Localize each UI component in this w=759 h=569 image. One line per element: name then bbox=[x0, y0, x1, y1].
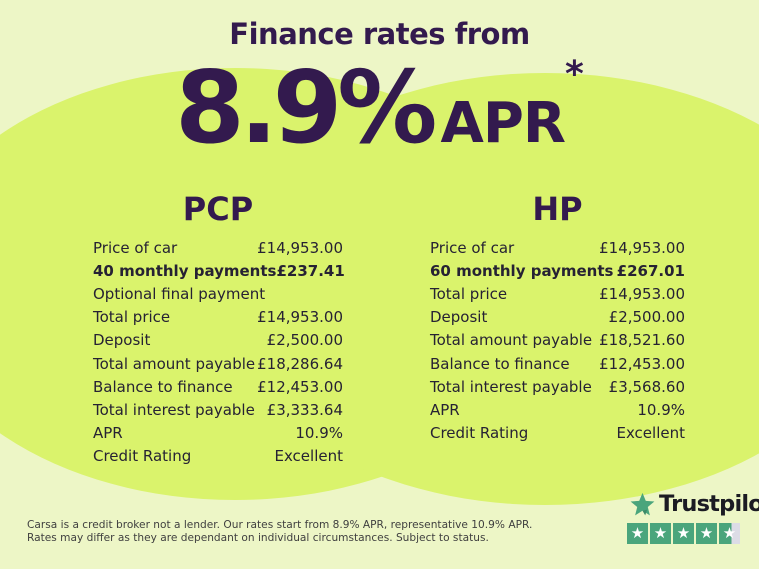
row-value: £12,453.00 bbox=[599, 354, 685, 373]
star-box-5-half bbox=[719, 523, 740, 544]
table-row: Total amount payable £18,521.60 bbox=[430, 329, 685, 352]
row-value: £237.41 bbox=[276, 261, 345, 280]
row-label: Balance to finance bbox=[93, 377, 233, 396]
disclaimer-text: Carsa is a credit broker not a lender. O… bbox=[27, 519, 532, 545]
table-row: APR 10.9% bbox=[430, 398, 685, 421]
row-label: Price of car bbox=[430, 238, 515, 257]
pcp-heading: PCP bbox=[182, 190, 254, 228]
table-row: Balance to finance £12,453.00 bbox=[93, 375, 343, 398]
table-row: Total interest payable £3,568.60 bbox=[430, 375, 685, 398]
table-row: Total price £14,953.00 bbox=[93, 306, 343, 329]
row-label: 60 monthly payments bbox=[430, 261, 614, 280]
trustpilot-rating-stars bbox=[627, 523, 740, 544]
row-label: Price of car bbox=[93, 238, 178, 257]
row-label: 40 monthly payments bbox=[93, 261, 277, 280]
row-value: £2,500.00 bbox=[608, 308, 685, 327]
table-row: Credit Rating Excellent bbox=[430, 422, 685, 445]
disclaimer-line-1: Carsa is a credit broker not a lender. O… bbox=[27, 519, 533, 531]
table-row: Total price £14,953.00 bbox=[430, 282, 685, 305]
row-label: Total amount payable bbox=[93, 354, 256, 373]
table-row: Credit Rating Excellent bbox=[93, 445, 343, 468]
table-row: Balance to finance £12,453.00 bbox=[430, 352, 685, 375]
row-label: Credit Rating bbox=[430, 424, 529, 443]
row-label: Total amount payable bbox=[430, 331, 593, 350]
table-row: 60 monthly payments £267.01 bbox=[430, 259, 685, 282]
pcp-table: Price of car £14,953.00 40 monthly payme… bbox=[93, 236, 345, 468]
row-label: Optional final payment bbox=[93, 284, 266, 303]
row-value: £14,953.00 bbox=[257, 238, 343, 257]
table-row: APR 10.9% bbox=[93, 422, 343, 445]
star-box-2 bbox=[650, 523, 671, 544]
headline-rate: 8.9% APR* bbox=[0, 57, 759, 158]
row-value: £3,568.60 bbox=[608, 377, 685, 396]
table-row: Deposit £2,500.00 bbox=[430, 306, 685, 329]
rate-footnote-marker: * bbox=[565, 54, 584, 95]
row-label: Total price bbox=[430, 284, 508, 303]
background-blob-right bbox=[215, 73, 759, 505]
rate-value: 8.9% bbox=[175, 49, 437, 166]
row-label: Balance to finance bbox=[430, 354, 570, 373]
row-value: £18,521.60 bbox=[599, 331, 685, 350]
page-title: Finance rates from bbox=[229, 17, 530, 51]
row-label: Total interest payable bbox=[430, 377, 592, 396]
trustpilot-star-icon bbox=[630, 492, 655, 516]
row-value: £14,953.00 bbox=[599, 238, 685, 257]
row-value: £12,453.00 bbox=[257, 377, 343, 396]
row-value: Excellent bbox=[274, 447, 343, 466]
table-row: Total amount payable £18,286.64 bbox=[93, 352, 343, 375]
hp-table: Price of car £14,953.00 60 monthly payme… bbox=[430, 236, 685, 445]
disclaimer-line-2: Rates may differ as they are dependant o… bbox=[27, 532, 489, 544]
table-row: Price of car £14,953.00 bbox=[430, 236, 685, 259]
table-row: Optional final payment bbox=[93, 282, 343, 305]
row-label: Credit Rating bbox=[93, 447, 192, 466]
row-value: £3,333.64 bbox=[266, 400, 343, 419]
row-value: £267.01 bbox=[616, 261, 685, 280]
row-label: Deposit bbox=[430, 308, 488, 327]
row-value: 10.9% bbox=[637, 400, 685, 419]
star-box-1 bbox=[627, 523, 648, 544]
row-value: £2,500.00 bbox=[266, 331, 343, 350]
hp-heading: HP bbox=[532, 190, 583, 228]
star-box-4 bbox=[696, 523, 717, 544]
row-value: £14,953.00 bbox=[599, 284, 685, 303]
table-row: Total interest payable £3,333.64 bbox=[93, 398, 343, 421]
row-label: Deposit bbox=[93, 331, 151, 350]
trustpilot-logo: Trustpilot bbox=[629, 491, 759, 518]
table-row: Deposit £2,500.00 bbox=[93, 329, 343, 352]
row-label: APR bbox=[430, 400, 460, 419]
row-label: Total price bbox=[93, 308, 171, 327]
rate-unit: APR bbox=[440, 91, 567, 156]
row-value: 10.9% bbox=[295, 424, 343, 443]
star-box-3 bbox=[673, 523, 694, 544]
row-label: Total interest payable bbox=[93, 400, 255, 419]
table-row: Price of car £14,953.00 bbox=[93, 236, 343, 259]
row-value: £18,286.64 bbox=[257, 354, 343, 373]
row-value: Excellent bbox=[616, 424, 685, 443]
row-value: £14,953.00 bbox=[257, 308, 343, 327]
trustpilot-brand-text: Trustpilot bbox=[659, 491, 759, 518]
table-row: 40 monthly payments £237.41 bbox=[93, 259, 345, 282]
row-label: APR bbox=[93, 424, 123, 443]
